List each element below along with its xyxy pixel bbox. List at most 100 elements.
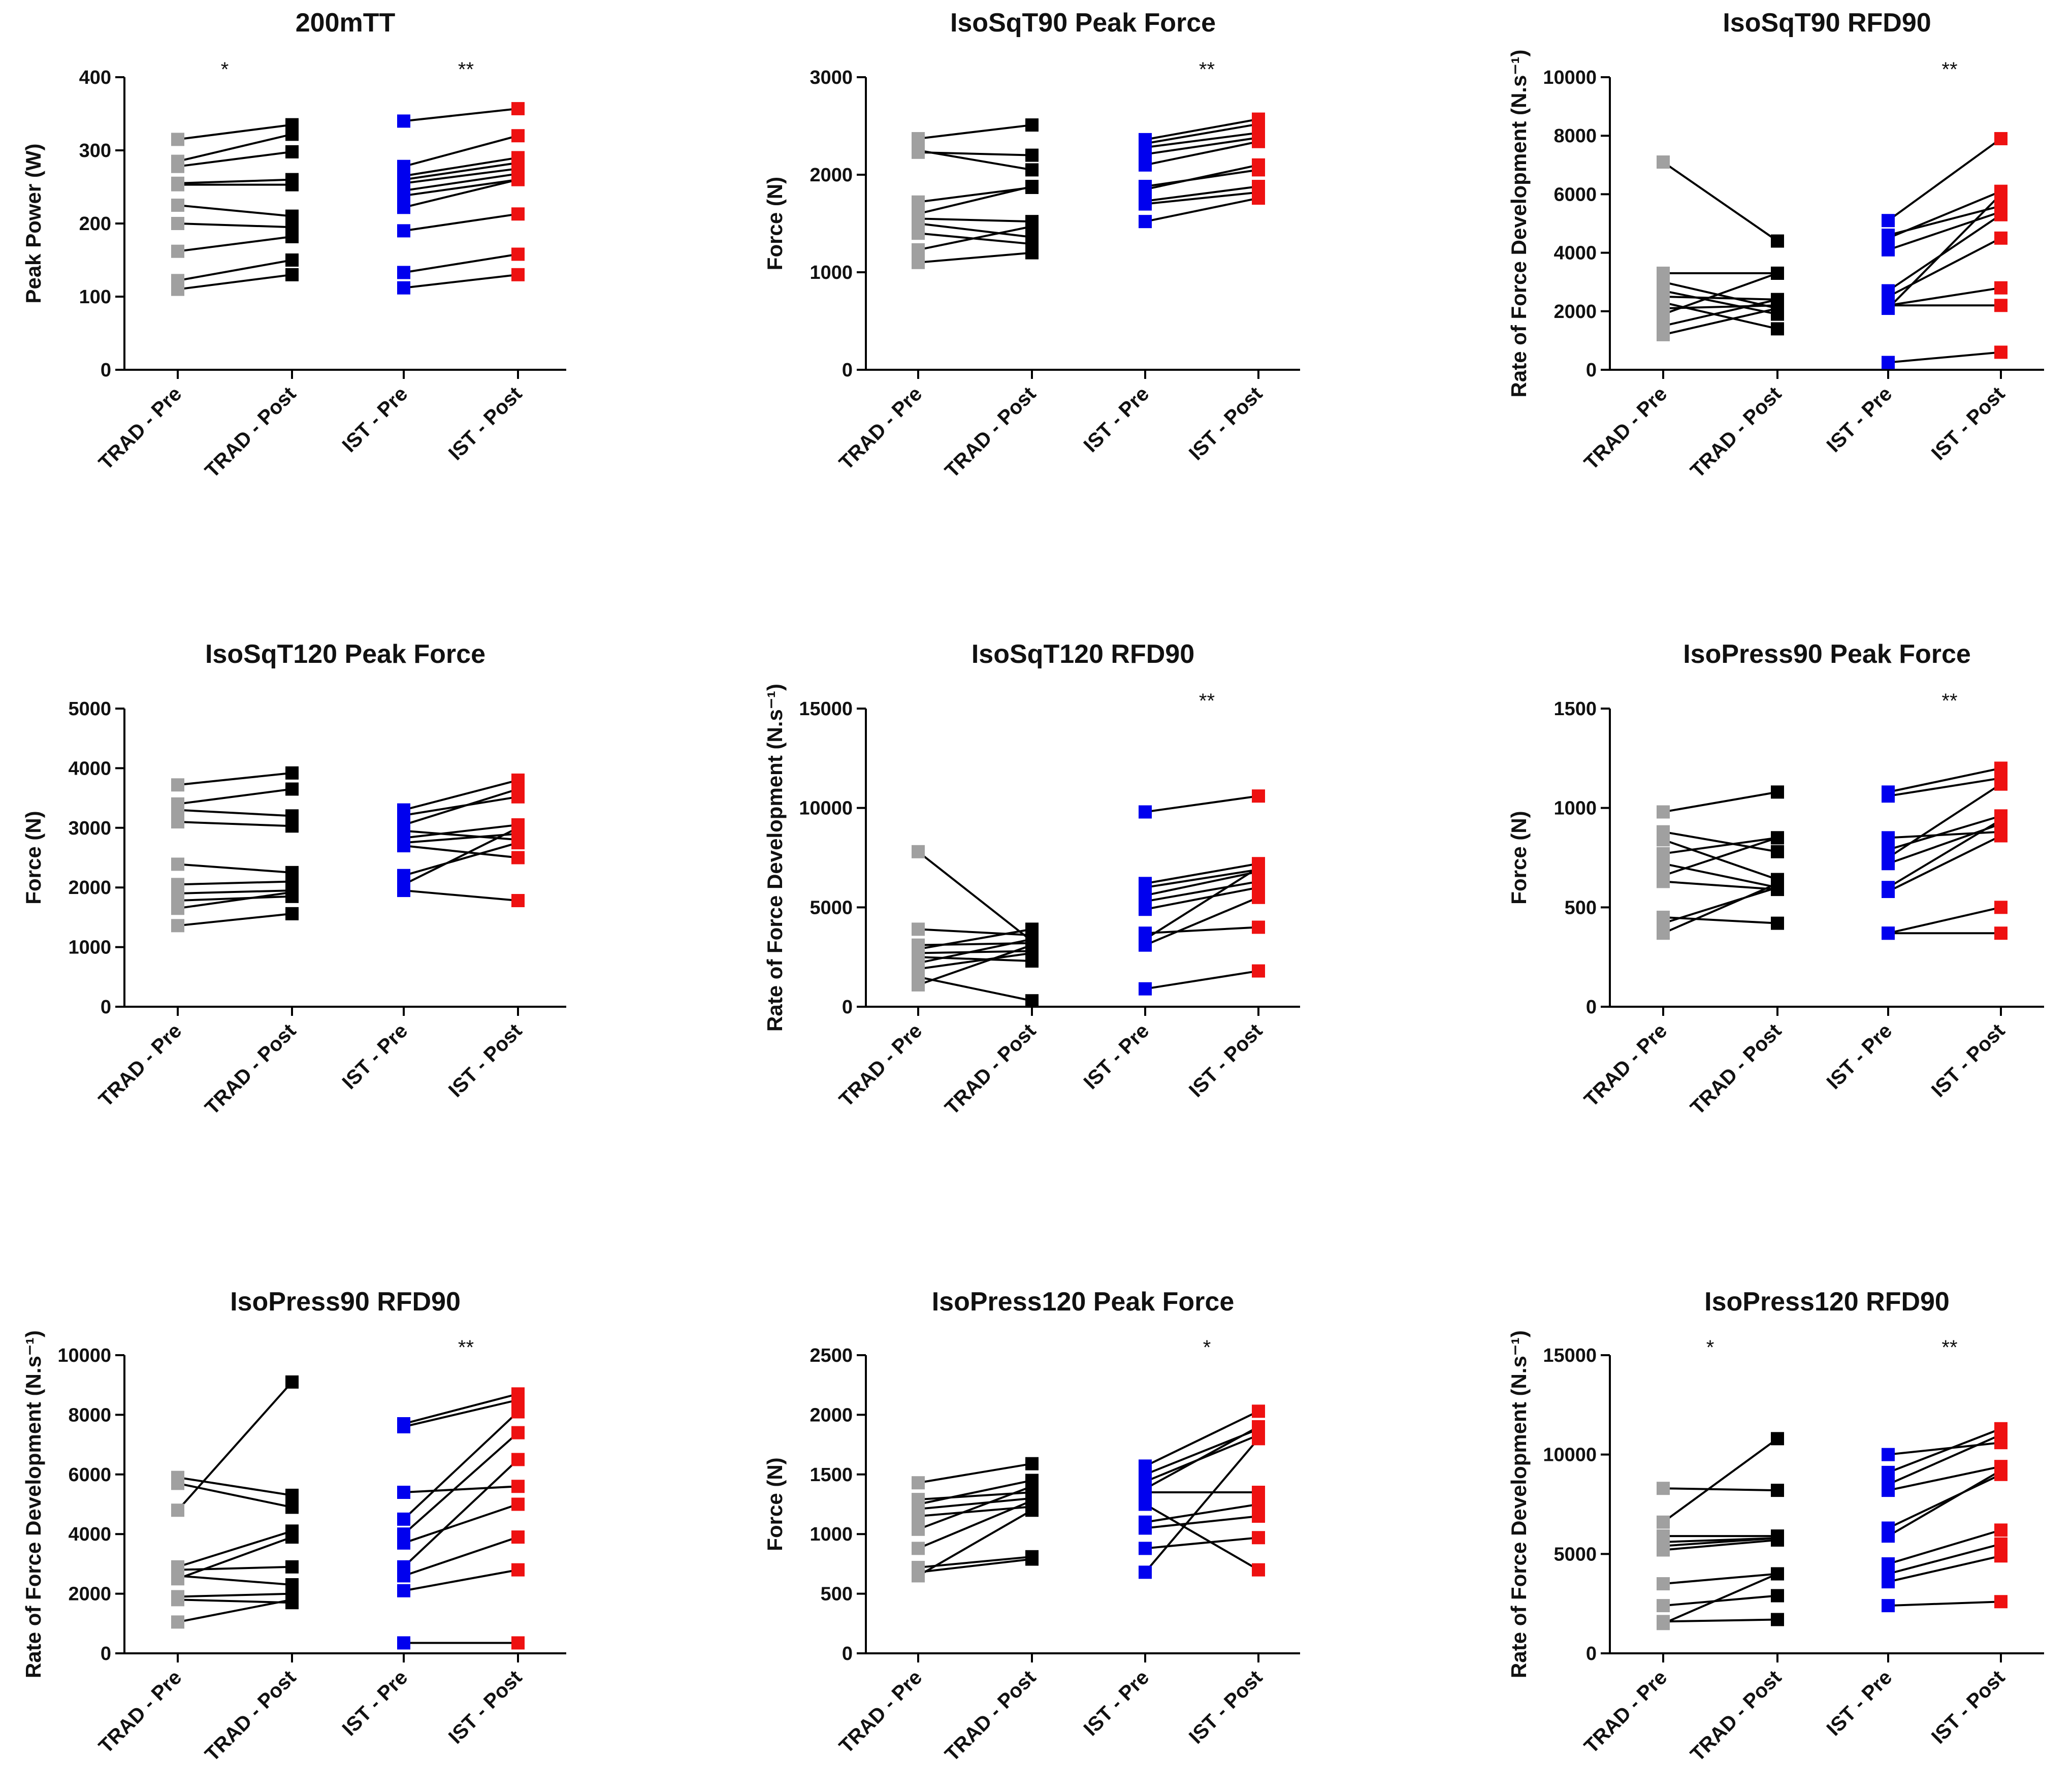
trad-post-point: [1025, 1480, 1039, 1493]
trad-pre-point: [912, 1476, 925, 1490]
ist-post-point: [511, 1636, 525, 1650]
trad-post-point: [1771, 845, 1784, 858]
ist-post-point: [1252, 890, 1265, 904]
x-tick-label: IST - Post: [1185, 382, 1267, 465]
ist-significance: **: [1941, 58, 1957, 81]
ist-pre-point: [1139, 938, 1152, 952]
ist-pre-point: [1139, 1521, 1152, 1535]
trad-pre-point: [912, 1542, 925, 1555]
ist-pre-point: [1882, 214, 1895, 228]
trad-pre-point: [912, 1509, 925, 1523]
trad-pair-line: [177, 772, 293, 786]
ist-pair-line: [403, 827, 519, 886]
trad-pre-point: [171, 159, 184, 173]
y-tick-label: 1000: [810, 1524, 853, 1545]
trad-pre-point: [1657, 1515, 1670, 1529]
ist-post-point: [1252, 964, 1265, 978]
y-tick-label: 2500: [810, 1345, 853, 1366]
ist-pre-point: [1882, 831, 1895, 845]
trad-pair-line: [918, 124, 1032, 140]
trad-pair-line: [177, 222, 293, 229]
x-tick-label: TRAD - Post: [941, 1666, 1040, 1766]
trad-pre-point: [1657, 857, 1670, 871]
ist-pre-point: [1882, 302, 1895, 315]
trad-post-point: [285, 127, 299, 141]
ist-pair-line: [1145, 140, 1259, 166]
ist-pair-line: [1888, 1427, 2001, 1474]
ist-pre-point: [1882, 857, 1895, 871]
x-tick-label: TRAD - Pre: [94, 382, 186, 474]
trad-pre-point: [912, 1569, 925, 1583]
y-tick-label: 15000: [1543, 1345, 1597, 1366]
ist-pair-line: [1888, 1442, 2001, 1456]
trad-pre-point: [912, 132, 925, 145]
trad-pair-line: [918, 928, 1032, 937]
ist-post-point: [1252, 1497, 1265, 1511]
trad-pair-line: [177, 1592, 293, 1598]
trad-pair-line: [177, 895, 293, 902]
ist-pre-point: [1882, 1599, 1895, 1613]
trad-pre-point: [1657, 307, 1670, 321]
trad-post-point: [1771, 831, 1784, 845]
trad-pre-point: [912, 1522, 925, 1536]
trad-pair-line: [1663, 1594, 1778, 1607]
y-tick-label: 15000: [799, 698, 853, 720]
ist-pair-line: [1145, 1515, 1259, 1529]
ist-pair-line: [403, 273, 519, 289]
ist-pair-line: [1144, 1503, 1259, 1571]
ist-post-point: [1994, 1537, 2008, 1551]
ist-pair-line: [403, 178, 519, 209]
trad-pair-line: [177, 1598, 293, 1604]
x-tick-label: IST - Post: [1927, 1666, 2010, 1748]
x-tick-label: IST - Pre: [1823, 382, 1897, 457]
ist-pair-line: [403, 1536, 519, 1577]
ist-post-point: [1252, 1563, 1265, 1577]
x-tick-label: TRAD - Post: [201, 1019, 300, 1119]
trad-post-point: [285, 1560, 299, 1574]
ist-pre-point: [1882, 231, 1895, 245]
trad-pair-line: [177, 912, 293, 927]
ist-pair-line: [403, 168, 519, 184]
ist-pair-line: [1887, 193, 2002, 309]
ist-post-point: [511, 821, 525, 835]
x-tick-label: IST - Pre: [338, 1666, 412, 1740]
ist-pre-point: [397, 1584, 410, 1597]
trad-post-point: [1771, 302, 1784, 315]
ist-pair-line: [403, 213, 519, 232]
trad-post-point: [1771, 322, 1784, 336]
trad-post-point: [1025, 246, 1039, 260]
y-tick-label: 5000: [810, 897, 853, 918]
trad-pair-line: [1663, 1618, 1778, 1623]
ist-significance: **: [1941, 1336, 1957, 1359]
y-tick-label: 400: [79, 67, 111, 88]
trad-post-point: [1025, 1552, 1039, 1566]
ist-post-point: [1994, 208, 2008, 221]
y-tick-label: 6000: [1553, 184, 1597, 205]
ist-pair-line: [403, 1569, 519, 1592]
trad-pair-line: [1663, 298, 1778, 327]
y-tick-label: 3000: [68, 818, 111, 839]
y-tick-label: 6000: [68, 1464, 111, 1486]
trad-post-point: [1025, 118, 1039, 132]
ist-pair-line: [1145, 1410, 1259, 1467]
ist-pre-point: [1139, 1497, 1152, 1511]
y-tick-label: 500: [1565, 897, 1597, 918]
ist-pair-line: [403, 1393, 519, 1425]
y-tick-label: 4000: [68, 758, 111, 779]
ist-post-point: [1252, 789, 1265, 803]
chart-panel-7: IsoPress90 RFD90 0 2000 4000 6000 8000 10000 Ra…: [21, 1287, 566, 1766]
chart-title: IsoSqT90 RFD90: [1723, 8, 1931, 38]
trad-post-point: [1025, 1503, 1039, 1517]
trad-pair-line: [1663, 1573, 1778, 1585]
chart-title: IsoSqT90 Peak Force: [950, 8, 1216, 38]
ist-significance: **: [1199, 690, 1215, 712]
trad-pair-line: [177, 809, 293, 817]
x-tick-label: TRAD - Pre: [835, 1019, 926, 1111]
trad-pair-line: [918, 1497, 1032, 1510]
trad-pair-line: [1663, 1573, 1778, 1625]
ist-pre-point: [1882, 789, 1895, 803]
ist-pre-point: [397, 1512, 410, 1526]
trad-pair-line: [918, 944, 1032, 986]
trad-significance: *: [221, 58, 229, 81]
x-tick-label: TRAD - Post: [941, 1019, 1040, 1119]
